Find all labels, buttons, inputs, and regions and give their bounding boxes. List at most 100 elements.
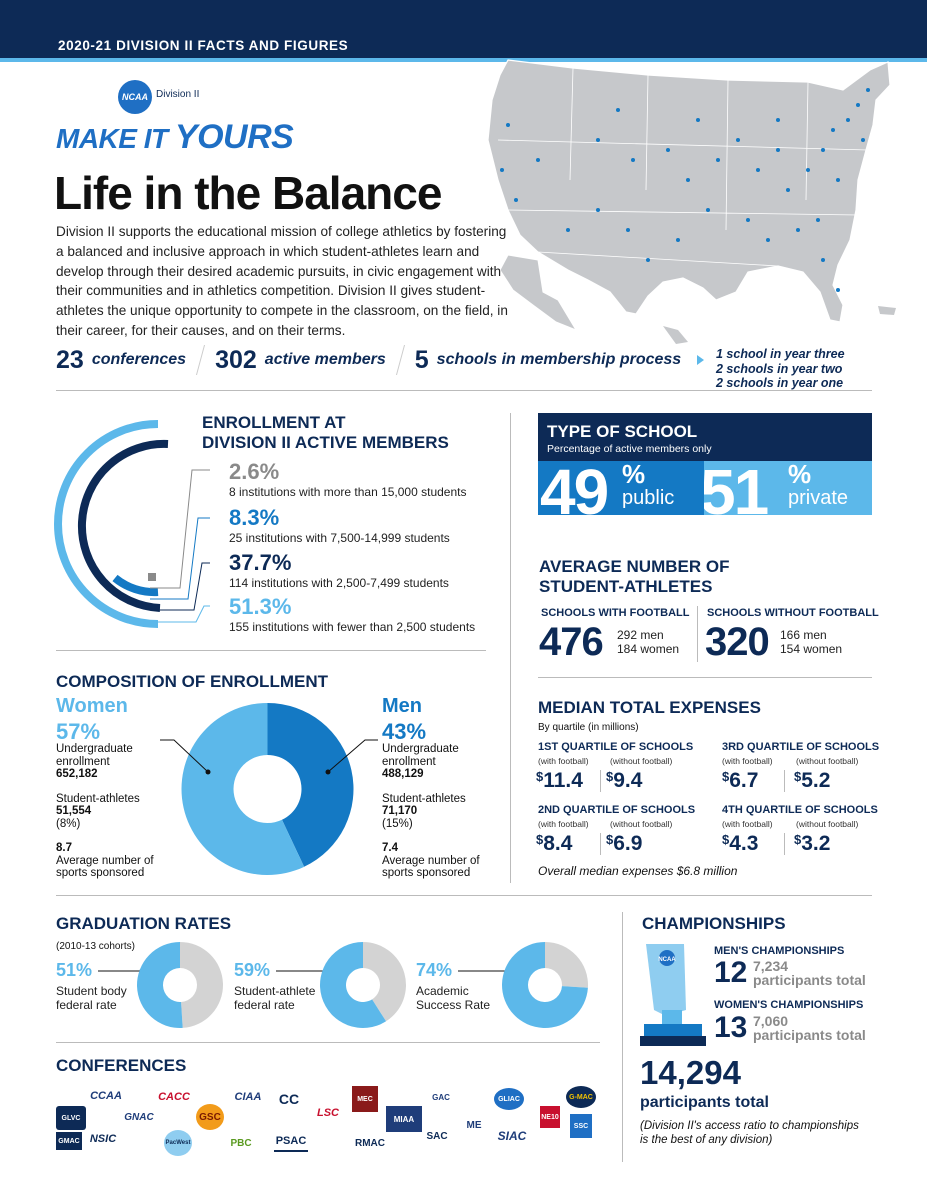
men-ug-label: Undergraduate: [382, 743, 459, 755]
q3-with-label: (with football): [722, 756, 773, 766]
q4-without-value: $3.2: [794, 832, 830, 856]
conference-logos: CCAA GLVC CACC GSC CIAA CC LSC MEC GAC G…: [56, 1084, 606, 1174]
grad-label: Student body federal rate: [56, 984, 127, 1012]
q1-with-value: $11.4: [536, 769, 583, 793]
conference-logo: CACC: [158, 1091, 190, 1103]
enrollment-desc: 8 institutions with more than 15,000 stu…: [229, 485, 467, 499]
public-label: public: [622, 487, 675, 509]
enrollment-desc: 25 institutions with 7,500-14,999 studen…: [229, 531, 450, 545]
q1-title: 1ST QUARTILE OF SCHOOLS: [538, 741, 694, 753]
type-of-school-box: TYPE OF SCHOOL Percentage of active memb…: [538, 413, 872, 515]
enrollment-pct: 37.7%: [229, 550, 292, 575]
women-label: Women: [56, 695, 128, 717]
enrollment-item: 8.3% 25 institutions with 7,500-14,999 s…: [229, 505, 450, 545]
women-avg-label: Average number of: [56, 854, 154, 867]
conference-logo: PSAC: [274, 1132, 308, 1152]
avg-with-football-head: SCHOOLS WITH FOOTBALL: [541, 607, 690, 619]
stat-conferences-number: 23: [56, 345, 84, 374]
process-item: 1 school in year three: [716, 347, 845, 361]
men-stats: Undergraduate enrollment 488,129 Student…: [382, 743, 480, 880]
conference-logo: SIAC: [497, 1129, 527, 1143]
men-champ-head: MEN'S CHAMPIONSHIPS: [714, 945, 845, 957]
page-title: Life in the Balance: [54, 167, 442, 219]
grad-slice-remainder: [363, 942, 406, 1022]
enrollment-arc-51-3: [54, 420, 159, 628]
divider: [600, 833, 601, 855]
private-label: private: [788, 487, 849, 509]
column-divider: [510, 413, 511, 883]
grad-pct: 59%: [234, 960, 271, 980]
women-champ-participants: 7,060 participants total: [753, 1014, 866, 1042]
divider: [56, 895, 872, 896]
divider: [784, 770, 785, 792]
grad-slice-remainder: [545, 942, 588, 988]
women-ug-value: 652,182: [56, 768, 98, 780]
conference-logo: G-MAC: [566, 1086, 596, 1108]
enrollment-arc-2-6: [148, 573, 156, 581]
grad-label: Student-athlete federal rate: [234, 984, 315, 1012]
divider: [538, 677, 872, 678]
q2-without-value: $6.9: [606, 832, 642, 856]
note-line: is the best of any division): [640, 1134, 773, 1146]
ncaa-logo: NCAA: [118, 80, 152, 114]
expenses-title: MEDIAN TOTAL EXPENSES: [538, 698, 761, 717]
conference-logo: GSC: [196, 1104, 224, 1130]
divider: [56, 1042, 600, 1043]
currency-sign: $: [606, 769, 614, 784]
avg-without-football-head: SCHOOLS WITHOUT FOOTBALL: [707, 607, 879, 619]
currency-sign: $: [794, 769, 802, 784]
conference-logo: GLIAC: [494, 1088, 524, 1110]
enrollment-pct: 51.3%: [229, 594, 292, 619]
stat-divider: [395, 345, 405, 375]
conference-logo: CIAA: [234, 1091, 262, 1103]
men-sa-label: Student-athletes: [382, 792, 466, 805]
grad-donut: [136, 942, 223, 1028]
stat-conferences-label: conferences: [91, 351, 187, 368]
women-sa-pct: (8%): [56, 817, 81, 830]
currency-sign: $: [536, 832, 544, 847]
avg-athletes-title: AVERAGE NUMBER OF STUDENT-ATHLETES: [539, 557, 729, 597]
public-panel: 49 % public: [538, 461, 704, 515]
grad-label-line: federal rate: [234, 998, 295, 1012]
conference-logo: CC: [278, 1091, 300, 1107]
avg-women: 154 women: [780, 642, 843, 656]
q4-with-value: $4.3: [722, 832, 758, 856]
q2-title: 2ND QUARTILE OF SCHOOLS: [538, 804, 696, 816]
divider: [600, 770, 601, 792]
q3-without-label: (without football): [796, 756, 859, 766]
intro-paragraph: Division II supports the educational mis…: [56, 224, 508, 338]
q1-with-amount: 11.4: [543, 769, 583, 792]
women-stats: Undergraduate enrollment 652,182 Student…: [56, 743, 154, 880]
grad-label-line: federal rate: [56, 998, 117, 1012]
currency-sign: $: [794, 832, 802, 847]
grad-label-line: Success Rate: [416, 998, 491, 1012]
men-sa-value: 71,170: [382, 805, 418, 817]
q3-without-value: $5.2: [794, 769, 830, 793]
composition-slice-women: [181, 703, 305, 875]
grad-pct: 51%: [56, 960, 93, 980]
conference-logo: NE10: [540, 1106, 560, 1128]
women-champ-head: WOMEN'S CHAMPIONSHIPS: [714, 999, 864, 1011]
avg-with-football-breakdown: 292 men 184 women: [617, 628, 679, 656]
women-avg-label: sports sponsored: [56, 867, 145, 879]
q4-with-amount: 4.3: [729, 832, 759, 855]
composition-connectors: [160, 739, 378, 775]
grad-label-line: Student-athlete: [234, 984, 316, 998]
stat-divider: [196, 345, 206, 375]
note-line: (Division II's access ratio to champions…: [640, 1120, 859, 1132]
public-pct-sign: %: [622, 461, 646, 489]
conference-logo: RMAC: [355, 1137, 385, 1149]
divider: [56, 650, 486, 651]
conferences-title: CONFERENCES: [56, 1056, 187, 1075]
enrollment-item: 37.7% 114 institutions with 2,500-7,499 …: [229, 550, 449, 590]
enrollment-arc-37-7: [77, 439, 169, 612]
header-title: 2020-21 DIVISION II FACTS AND FIGURES: [58, 38, 349, 53]
stat-members-number: 302: [215, 345, 257, 374]
men-ug-value: 488,129: [382, 768, 424, 780]
grad-label-line: Academic: [416, 984, 469, 998]
grad-label-line: Student body: [56, 984, 127, 998]
enrollment-desc: 155 institutions with fewer than 2,500 s…: [229, 620, 476, 634]
championships-note: (Division II's access ratio to champions…: [640, 1119, 859, 1147]
header-accent-strip: [0, 58, 927, 62]
enrollment-pct: 2.6%: [229, 459, 280, 484]
